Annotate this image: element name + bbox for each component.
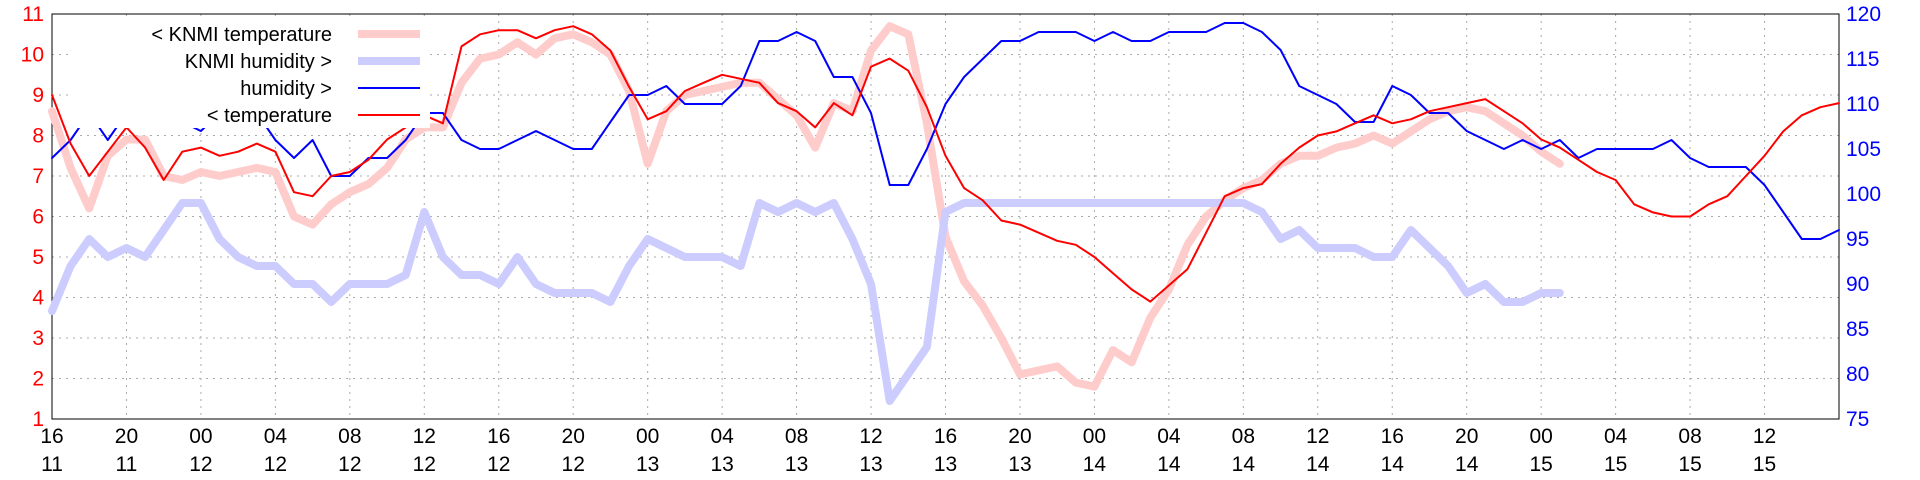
x-tick-day: 14 (1381, 453, 1405, 476)
left-tick-label: 5 (32, 246, 44, 269)
x-tick-day: 15 (1678, 453, 1701, 476)
x-tick-hour: 04 (1604, 425, 1628, 448)
right-tick-label: 110 (1846, 93, 1879, 116)
left-tick-label: 10 (21, 44, 44, 67)
x-tick-hour: 04 (710, 425, 734, 448)
x-tick-hour: 12 (1753, 425, 1776, 448)
x-tick-hour: 12 (859, 425, 882, 448)
x-tick-day: 14 (1232, 453, 1256, 476)
left-tick-label: 9 (32, 84, 44, 107)
right-tick-label: 115 (1846, 48, 1879, 71)
right-tick-label: 105 (1846, 138, 1881, 161)
x-tick-hour: 04 (264, 425, 288, 448)
series-line-3 (51, 22, 1840, 240)
legend-label: < KNMI temperature (151, 24, 332, 46)
x-tick-hour: 16 (934, 425, 957, 448)
legend-label: KNMI humidity > (185, 51, 332, 73)
x-tick-day: 15 (1529, 453, 1552, 476)
right-tick-label: 80 (1846, 363, 1869, 386)
x-tick-day: 12 (264, 453, 287, 476)
x-tick-day: 14 (1157, 453, 1181, 476)
x-tick-hour: 04 (1157, 425, 1181, 448)
left-axis-ticks: 1 2 3 4 5 6 7 8 9 10 11 (21, 3, 45, 431)
left-tick-label: 6 (32, 206, 44, 229)
left-tick-label: 1 (32, 408, 44, 431)
right-tick-label: 120 (1846, 3, 1881, 26)
x-tick-day: 14 (1455, 453, 1479, 476)
right-tick-label: 95 (1846, 228, 1869, 251)
left-tick-label: 11 (22, 3, 44, 26)
x-tick-hour: 12 (1306, 425, 1329, 448)
x-tick-hour: 00 (189, 425, 212, 448)
legend-label: humidity > (240, 78, 332, 100)
legend: < KNMI temperature KNMI humidity > humidit… (70, 16, 430, 128)
x-tick-hour: 16 (487, 425, 510, 448)
x-tick-day: 12 (338, 453, 361, 476)
x-tick-hour: 08 (338, 425, 361, 448)
plot-frame (51, 13, 1840, 420)
x-tick-hour: 00 (1529, 425, 1552, 448)
x-tick-day: 13 (710, 453, 733, 476)
left-tick-label: 3 (32, 327, 44, 350)
left-tick-label: 8 (32, 125, 44, 148)
right-tick-label: 90 (1846, 273, 1869, 296)
left-tick-label: 4 (32, 287, 44, 310)
left-tick-label: 7 (32, 165, 44, 188)
series-layer (48, 22, 1840, 405)
right-tick-label: 85 (1846, 318, 1869, 341)
series-line-2 (48, 199, 1564, 405)
x-tick-day: 11 (41, 453, 63, 476)
x-tick-hour: 16 (1381, 425, 1404, 448)
right-axis-ticks: 75 80 85 90 95 100 105 110 115 120 (1846, 3, 1881, 431)
x-tick-day: 11 (116, 453, 138, 476)
x-tick-day: 13 (934, 453, 957, 476)
series-line-1 (48, 22, 1564, 391)
x-axis-ticks: 16 11 20 11 00 12 04 12 08 12 12 12 16 12 20 12 00 13 04 13… (40, 425, 1776, 476)
right-tick-label: 75 (1846, 408, 1869, 431)
x-tick-hour: 20 (1008, 425, 1031, 448)
x-tick-hour: 16 (40, 425, 63, 448)
x-tick-hour: 08 (785, 425, 808, 448)
x-tick-day: 13 (859, 453, 882, 476)
legend-label: < temperature (207, 105, 332, 127)
x-tick-day: 12 (413, 453, 436, 476)
x-tick-hour: 20 (1455, 425, 1478, 448)
x-tick-day: 15 (1604, 453, 1627, 476)
x-tick-hour: 20 (115, 425, 138, 448)
right-tick-label: 100 (1846, 183, 1881, 206)
x-tick-day: 13 (636, 453, 659, 476)
x-tick-day: 12 (487, 453, 510, 476)
series-line-4 (51, 25, 1840, 303)
x-tick-hour: 08 (1232, 425, 1255, 448)
left-tick-label: 2 (32, 368, 44, 391)
x-tick-day: 12 (562, 453, 585, 476)
grid-layer (52, 14, 1839, 419)
x-tick-hour: 12 (413, 425, 436, 448)
x-tick-day: 14 (1083, 453, 1107, 476)
x-tick-hour: 00 (1083, 425, 1106, 448)
x-tick-day: 12 (189, 453, 212, 476)
x-tick-hour: 00 (636, 425, 659, 448)
x-tick-hour: 20 (562, 425, 585, 448)
x-tick-day: 13 (785, 453, 808, 476)
x-tick-day: 13 (1008, 453, 1031, 476)
x-tick-hour: 08 (1678, 425, 1701, 448)
x-tick-day: 15 (1753, 453, 1776, 476)
x-tick-day: 14 (1306, 453, 1330, 476)
